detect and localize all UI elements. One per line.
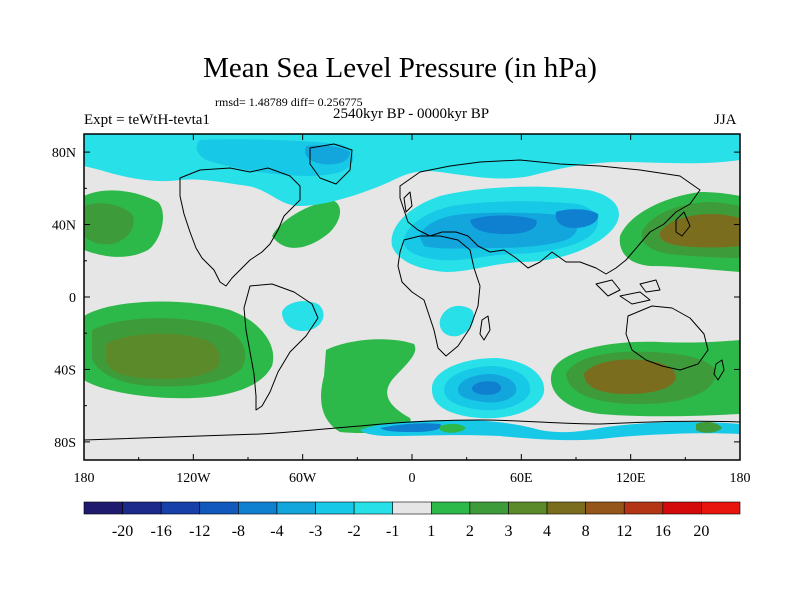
colorbar: -20 -16 -12 -8 -4 -3 -2 -1 1 2 3 4 8 12 16 20 [83, 501, 741, 540]
eurasia-coast [399, 159, 701, 275]
colorbar-label: 20 [693, 523, 709, 540]
colorbar-label: -4 [270, 523, 283, 540]
coastlines [84, 143, 740, 441]
arctic-low-core [304, 145, 350, 165]
colorbar-label: -8 [232, 523, 245, 540]
australia-high-core [584, 359, 676, 394]
colorbar-label: -1 [386, 523, 399, 540]
colorbar-swatch [546, 501, 586, 515]
southern-ocean-low-core [472, 381, 502, 395]
lon-tick-label: 0 [409, 471, 416, 486]
season-label: JJA [714, 112, 737, 128]
colorbar-swatch [83, 501, 123, 515]
japan-coast [675, 211, 691, 237]
lat-tick-label: 40S [54, 363, 76, 378]
lon-tick-label: 120W [176, 471, 211, 486]
north-atlantic-high-area [272, 200, 341, 248]
stats-text: rmsd= 1.48789 diff= 0.256775 [215, 95, 363, 109]
colorbar-label: 4 [543, 523, 551, 540]
colorbar-swatch [392, 501, 432, 515]
colorbar-label: -3 [309, 523, 322, 540]
longitude-axis: 180 120W 60W 0 60E 120E 180 [74, 134, 751, 486]
colorbar-swatch [623, 501, 664, 515]
antarctic-band-green-2 [696, 421, 722, 433]
south-america-coast [243, 283, 319, 411]
anomaly-fields [84, 134, 740, 441]
colorbar-label: -16 [151, 523, 172, 540]
antarctic-band-green [440, 423, 466, 433]
australia-coast [625, 305, 709, 371]
latitude-axis: 80N 40N 0 40S 80S [52, 146, 740, 451]
lat-tick-label: 80S [54, 436, 76, 451]
madagascar-coast [479, 315, 491, 341]
colorbar-label: -20 [112, 523, 133, 540]
colorbar-label: 12 [616, 523, 632, 540]
colorbar-label: 16 [655, 523, 671, 540]
colorbar-swatch [430, 501, 471, 515]
antarctica-coast [84, 419, 740, 441]
colorbar-swatch [469, 501, 509, 515]
experiment-label: Expt = teWtH-tevta1 [84, 112, 210, 128]
lon-tick-label: 60W [289, 471, 317, 486]
maritime-islands [595, 279, 661, 305]
colorbar-swatch [508, 501, 548, 515]
nw-pacific-high-core [659, 214, 740, 248]
equatorial-atlantic-low-area [282, 301, 324, 332]
lat-tick-label: 40N [52, 219, 76, 234]
north-pacific-high-core [84, 203, 134, 245]
colorbar-swatch [160, 501, 201, 515]
lon-tick-label: 120E [616, 471, 646, 486]
colorbar-label: -12 [189, 523, 210, 540]
colorbar-swatch [662, 501, 702, 515]
colorbar-swatch [276, 501, 316, 515]
lon-tick-label: 180 [74, 471, 95, 486]
sw-indian-low-area [439, 305, 475, 337]
colorbar-swatch [199, 501, 239, 515]
eurasia-low-core [470, 215, 537, 234]
south-pacific-high-core [105, 333, 221, 380]
colorbar-label: 1 [427, 523, 435, 540]
uk-coast [403, 191, 413, 213]
colorbar-swatch [238, 501, 278, 515]
eurasia-low-core-2 [555, 209, 599, 228]
colorbar-swatch [315, 501, 355, 515]
south-atlantic-high-area [321, 339, 416, 434]
colorbar-swatch [585, 501, 625, 515]
colorbar-label: 3 [504, 523, 512, 540]
lat-tick-label: 0 [69, 291, 76, 306]
africa-coast [397, 235, 481, 357]
colorbar-swatch [701, 501, 741, 515]
colorbar-swatch [353, 501, 394, 515]
lon-tick-label: 180 [730, 471, 751, 486]
colorbar-swatch [122, 501, 162, 515]
lon-tick-label: 60E [510, 471, 533, 486]
colorbar-label: 8 [582, 523, 590, 540]
greenland-coast [309, 143, 353, 185]
north-america-coast [179, 167, 301, 287]
colorbar-label: -2 [347, 523, 360, 540]
period-label: 2540kyr BP - 0000kyr BP [332, 106, 490, 122]
colorbar-label: 2 [466, 523, 474, 540]
map-title: Mean Sea Level Pressure (in hPa) [203, 52, 597, 84]
lat-tick-label: 80N [52, 146, 76, 161]
new-zealand-coast [713, 359, 725, 381]
antarctic-band-dark [380, 423, 442, 432]
